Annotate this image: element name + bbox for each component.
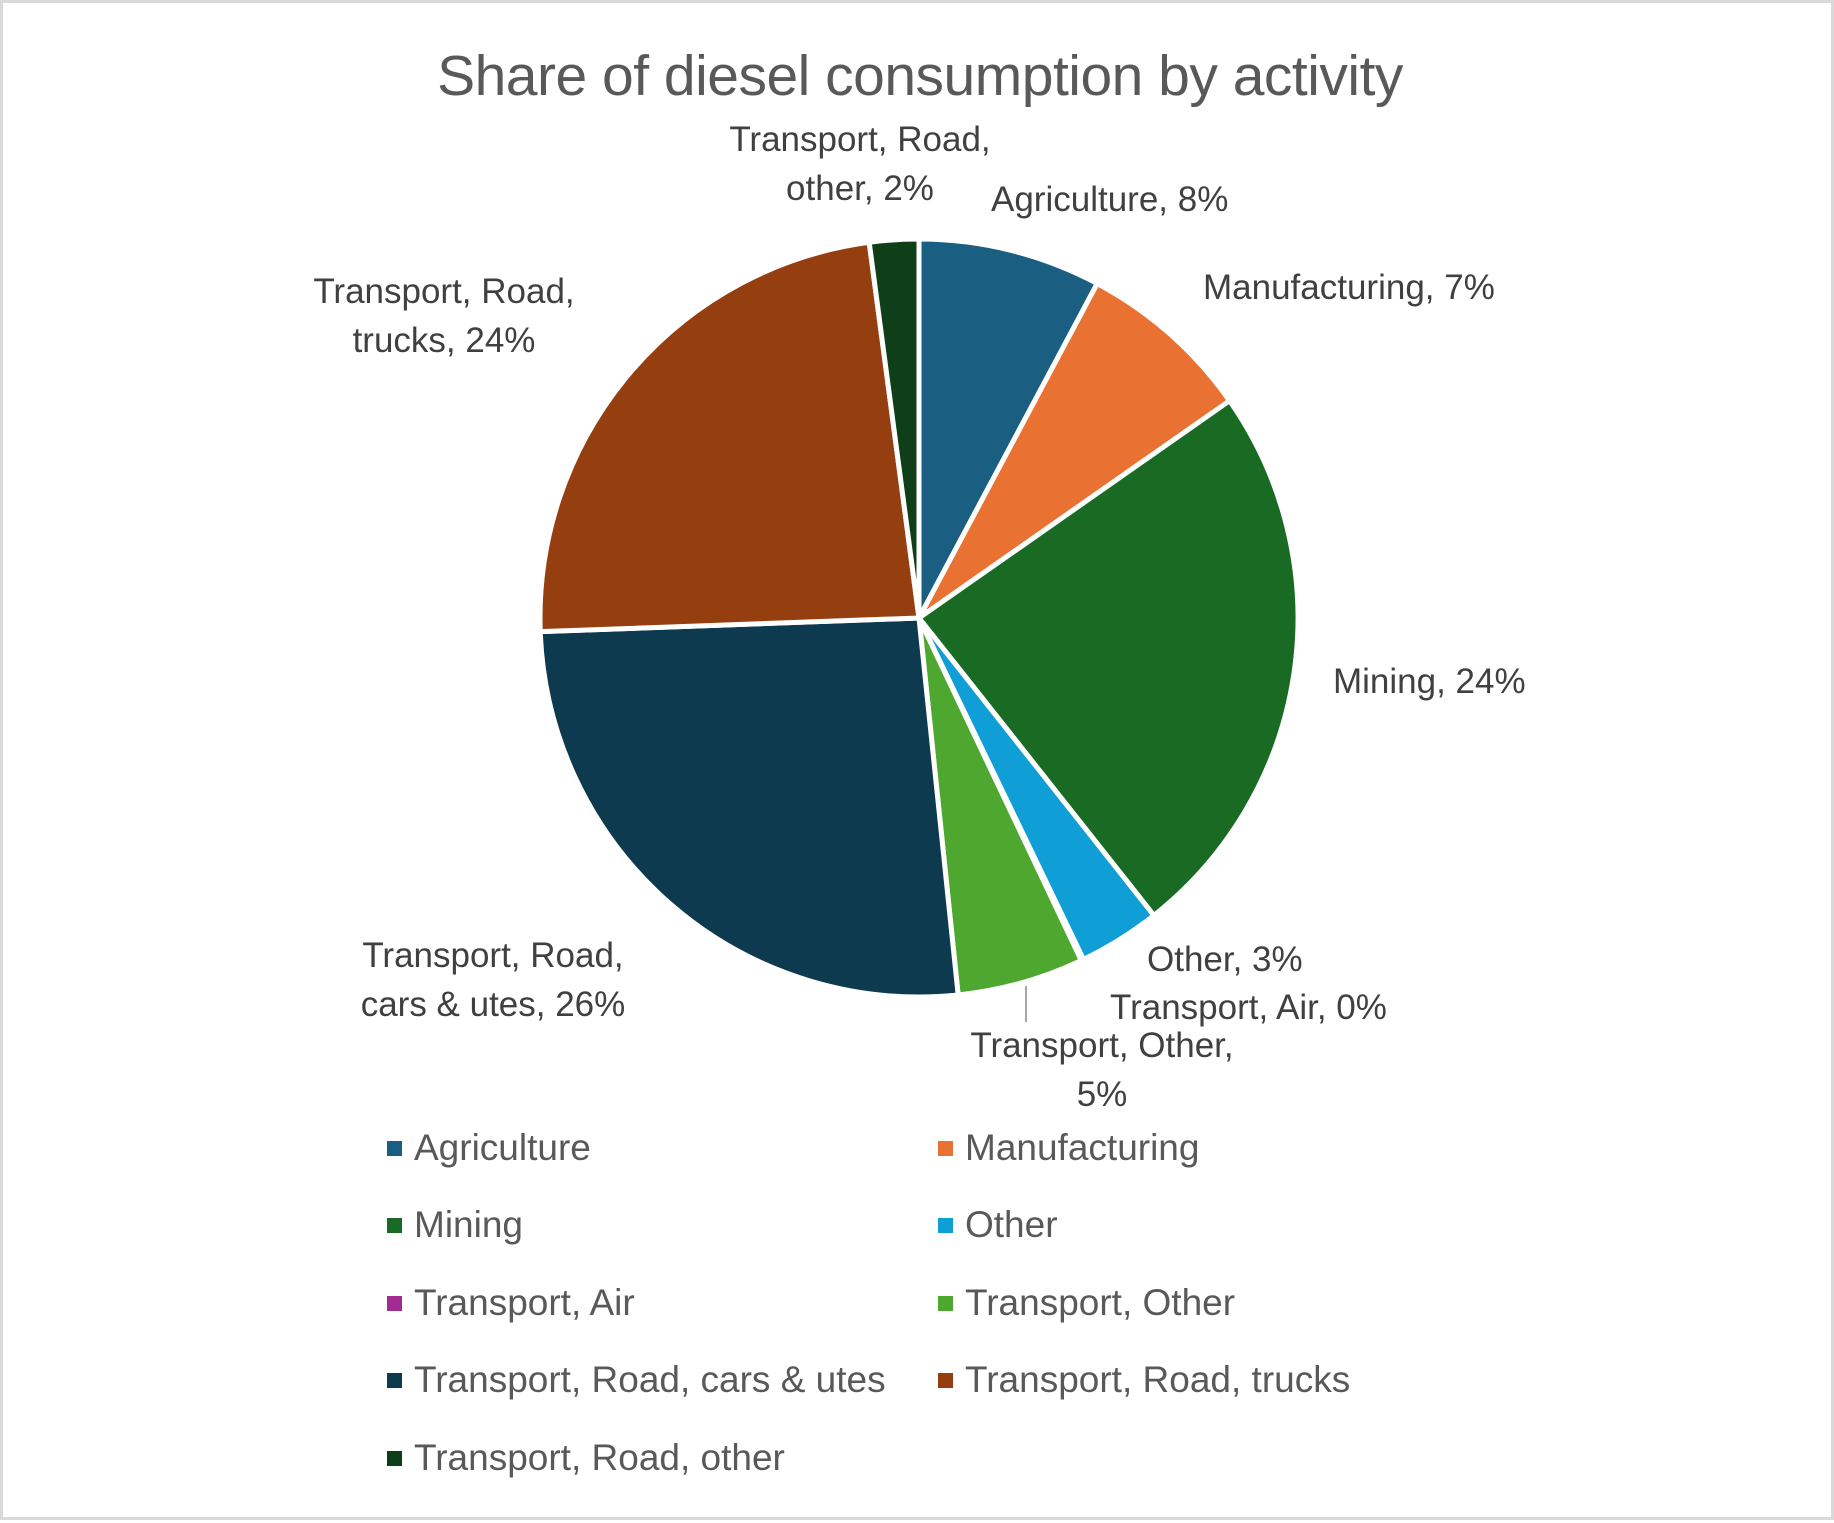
leader-line <box>1025 986 1027 1022</box>
data-label-line: Transport, Road, <box>362 936 624 975</box>
pie-slice-transport-road-trucks[interactable] <box>537 239 922 635</box>
data-label-line: 5% <box>1076 1075 1128 1114</box>
data-label-other: Other, 3% <box>1147 940 1303 979</box>
legend-swatch-icon <box>938 1140 953 1156</box>
legend-swatch-icon <box>387 1140 402 1156</box>
legend-item-transport-air[interactable]: Transport, Air <box>387 1278 635 1328</box>
data-label-transport-other: Transport, Other, 5% <box>942 1021 1262 1119</box>
data-label-manufacturing: Manufacturing, 7% <box>1203 268 1495 307</box>
legend-item-agriculture[interactable]: Agriculture <box>387 1123 591 1173</box>
pie-slice-agriculture[interactable] <box>916 236 1100 621</box>
legend-label: Transport, Other <box>965 1282 1236 1323</box>
legend-item-manufacturing[interactable]: Manufacturing <box>938 1123 1199 1173</box>
legend-swatch-icon <box>387 1450 402 1466</box>
legend-swatch-icon <box>387 1217 402 1233</box>
legend-label: Other <box>965 1204 1058 1245</box>
pie-slice-mining[interactable] <box>916 398 1301 918</box>
legend-item-trucks[interactable]: Transport, Road, trucks <box>938 1355 1350 1405</box>
data-label-trucks: Transport, Road, trucks, 24% <box>284 267 604 365</box>
legend-label: Transport, Road, other <box>414 1437 785 1478</box>
data-label-line: Transport, Road, <box>729 120 991 159</box>
legend-swatch-icon <box>938 1295 953 1311</box>
pie-chart <box>537 236 1301 1000</box>
data-label-line: Transport, Other, <box>970 1026 1234 1065</box>
data-label-line: trucks, 24% <box>352 321 536 360</box>
legend-label: Manufacturing <box>965 1127 1200 1168</box>
legend-swatch-icon <box>938 1372 953 1388</box>
legend-item-other[interactable]: Other <box>938 1200 1058 1250</box>
data-label-line: cars & utes, 26% <box>360 985 626 1024</box>
legend-label: Transport, Air <box>414 1282 635 1323</box>
legend-item-mining[interactable]: Mining <box>387 1200 523 1250</box>
data-label-mining: Mining, 24% <box>1333 662 1526 701</box>
legend-item-cars-utes[interactable]: Transport, Road, cars & utes <box>387 1355 886 1405</box>
legend-label: Agriculture <box>414 1127 591 1168</box>
legend-label: Transport, Road, cars & utes <box>414 1359 886 1400</box>
legend-swatch-icon <box>938 1217 953 1233</box>
legend-item-road-other[interactable]: Transport, Road, other <box>387 1433 785 1483</box>
data-label-cars-utes: Transport, Road, cars & utes, 26% <box>333 931 653 1029</box>
data-label-transport-air: Transport, Air, 0% <box>1110 988 1387 1027</box>
data-label-line: Transport, Road, <box>313 272 575 311</box>
pie-slice-transport-road-other[interactable] <box>866 236 922 621</box>
pie-slice-transport-road-cars-utes[interactable] <box>537 615 961 1000</box>
legend-swatch-icon <box>387 1372 402 1388</box>
chart-title: Share of diesel consumption by activity <box>437 44 1403 108</box>
pie-slice-manufacturing[interactable] <box>916 281 1233 621</box>
legend-swatch-icon <box>387 1295 402 1311</box>
data-label-line: other, 2% <box>786 169 934 208</box>
legend-item-transport-other[interactable]: Transport, Other <box>938 1278 1235 1328</box>
data-label-agriculture: Agriculture, 8% <box>991 180 1229 219</box>
legend-label: Mining <box>414 1204 523 1245</box>
data-label-road-other: Transport, Road, other, 2% <box>700 115 1020 213</box>
legend-label: Transport, Road, trucks <box>965 1359 1351 1400</box>
